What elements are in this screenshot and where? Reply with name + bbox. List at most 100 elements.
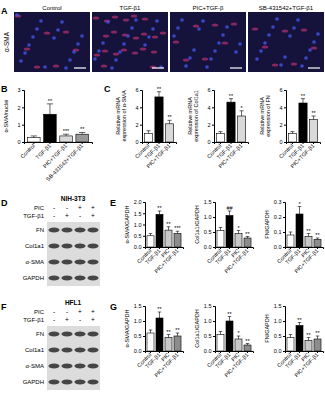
tick-label: 1.0 <box>204 318 212 324</box>
tick-label: 1.0 <box>134 222 142 228</box>
tick-mark <box>213 306 215 307</box>
tick-mark <box>150 351 151 353</box>
tick-mark <box>213 202 215 203</box>
error-bar <box>316 336 320 339</box>
tick-label: 0 <box>207 139 210 145</box>
marks <box>216 99 245 142</box>
image-texture <box>283 55 287 59</box>
tick: 3 <box>17 87 24 93</box>
image-texture <box>173 40 179 43</box>
condition-sign: + <box>78 308 82 315</box>
tick-label: 1.5 <box>204 199 212 205</box>
row-label: FN <box>36 227 44 233</box>
tick-mark <box>283 351 285 352</box>
bar <box>76 134 89 142</box>
tick-label: PIC+TGF-β1 <box>153 352 179 378</box>
tick: 0.5 <box>204 333 215 339</box>
tick-label: 6 <box>207 87 210 93</box>
tick: SB-431542+TGF-β1 <box>45 142 84 182</box>
tick: 0.2 <box>274 214 285 220</box>
tick: 4 <box>135 105 142 111</box>
tick-mark <box>292 142 293 144</box>
image-texture <box>213 49 217 53</box>
tick-mark <box>241 142 242 144</box>
x-axis: ControlTGF-β1PICPIC+TGF-β1 <box>136 247 184 274</box>
x-axis: ControlTGF-β1PIC+TGF-β1 <box>134 142 177 169</box>
image-texture <box>132 51 138 54</box>
error-stem <box>220 332 221 335</box>
image-texture <box>76 42 80 46</box>
cell-line: HFL1 <box>65 299 82 306</box>
image-texture <box>282 29 288 32</box>
x-axis: ControlTGF-β1PIC+TGF-β1 <box>278 142 321 169</box>
tick: TGF-β1 <box>284 351 302 369</box>
bar <box>155 97 163 142</box>
image-label: PIC+TGF-β <box>193 5 225 11</box>
image-texture <box>176 26 180 30</box>
image-texture <box>113 52 119 55</box>
axis-line <box>287 143 321 145</box>
blot-panel: HFL1PIC--++TGF-β1-+-+FNCol1a1α-SMAGAPDH <box>23 299 100 390</box>
x-axis: ControlTGF-β1PICPIC+TGF-β1 <box>206 247 254 274</box>
error-bar <box>290 132 294 134</box>
bar <box>299 103 307 142</box>
tick: 0.0 <box>134 348 145 354</box>
panel-label: F <box>1 302 7 312</box>
error-bar <box>176 333 180 336</box>
error-bar <box>157 92 161 97</box>
error-cap <box>31 135 37 136</box>
tick-label: 1.5 <box>134 303 142 309</box>
bar <box>144 133 152 142</box>
band <box>88 260 99 265</box>
image-texture <box>155 19 159 23</box>
tick-mark <box>66 142 67 144</box>
tick-label: 0.1 <box>274 229 282 235</box>
significance: ** <box>227 311 232 317</box>
band <box>49 348 60 353</box>
tick-mark <box>220 247 221 249</box>
condition-sign: - <box>53 204 55 211</box>
band <box>49 380 60 385</box>
tick: 0.5 <box>204 229 215 235</box>
tick-mark <box>159 351 160 353</box>
band <box>49 364 60 369</box>
error-stem <box>229 211 230 216</box>
bar <box>147 236 154 247</box>
image-texture <box>63 30 69 33</box>
image-texture <box>126 34 130 38</box>
tick-mark <box>169 142 170 144</box>
significance: *** <box>174 225 181 231</box>
bar-chart: 0.00.51.01.52.0ControlTGF-β1PICPIC+TGF-β… <box>124 199 184 274</box>
row-label: α-SMA <box>26 259 44 265</box>
tick: 4 <box>279 105 286 111</box>
bar-chart: 0.00.10.20.3ControlTGF-β1PICPIC+TGF-β1FN… <box>264 199 324 274</box>
tick: 2 <box>17 105 24 111</box>
image-texture <box>312 40 316 44</box>
tick-label: PIC+TGF-β1 <box>289 143 315 169</box>
tick: 1.0 <box>274 318 285 324</box>
tick-mark <box>283 336 285 337</box>
significance: * <box>237 225 240 231</box>
tick-mark <box>177 351 178 353</box>
band <box>88 348 99 353</box>
tick-mark <box>177 247 178 249</box>
condition-sign: - <box>53 316 55 323</box>
significance: ** <box>80 126 85 132</box>
tick: PIC+TGF-β1 <box>223 247 249 274</box>
band <box>75 228 86 233</box>
cell-line: NIH-3T3 <box>61 195 86 202</box>
tick-label: 0.0 <box>134 244 142 250</box>
image-texture <box>160 31 166 34</box>
axis-line <box>213 307 216 352</box>
tick-label: 0.0 <box>274 348 282 354</box>
tick-label: 3 <box>17 87 20 93</box>
image-texture <box>275 17 279 21</box>
image-texture <box>193 24 199 27</box>
error-stem <box>150 330 151 333</box>
tick-label: 2 <box>279 122 282 128</box>
tick-mark <box>22 90 24 91</box>
bar <box>226 216 233 248</box>
bar <box>156 318 163 351</box>
image-texture <box>291 62 297 65</box>
tick-label: 0 <box>135 139 138 145</box>
